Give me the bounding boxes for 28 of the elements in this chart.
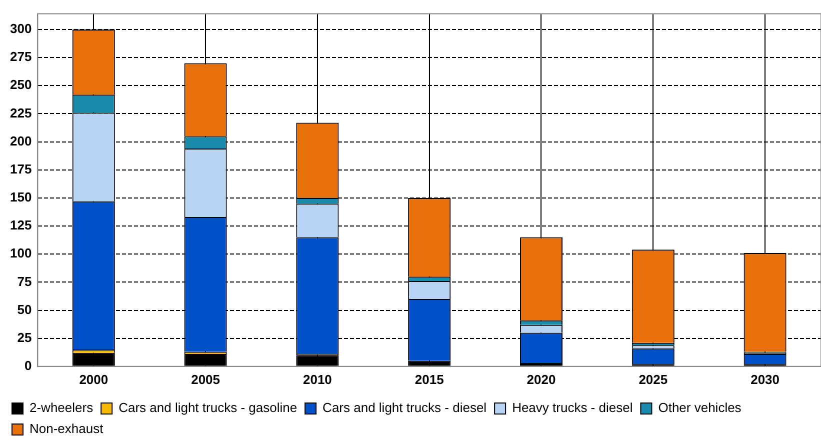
y-tick-label: 300 (10, 21, 32, 36)
y-tick-label: 200 (10, 133, 32, 148)
y-tick-label: 125 (10, 218, 32, 233)
y-tick-label: 0 (24, 358, 32, 373)
y-tick-label: 75 (17, 274, 32, 289)
legend-label: Non-exhaust (30, 421, 104, 436)
x-tick-label: 2030 (750, 372, 780, 387)
legend-label: Other vehicles (658, 400, 742, 416)
y-tick-label: 100 (10, 246, 32, 261)
y-tick-label: 175 (10, 161, 32, 176)
bar (72, 352, 115, 366)
legend-label: Cars and light trucks - diesel (322, 400, 487, 416)
legend-label: Cars and light trucks - gasoline (118, 400, 298, 416)
y-tick-label: 150 (10, 190, 32, 205)
x-tick-label: 2020 (526, 372, 556, 387)
y-tick-label: 25 (17, 330, 32, 345)
x-tick-label: 2015 (414, 372, 444, 387)
y-tick-label: 275 (10, 49, 32, 64)
x-tick-label: 2025 (638, 372, 668, 387)
x-tick-label: 2000 (79, 372, 108, 387)
legend-label: Heavy trucks - diesel (512, 400, 633, 416)
x-tick-label: 2010 (302, 372, 332, 387)
y-tick-label: 50 (17, 302, 32, 317)
bar (184, 354, 227, 366)
legend-label: 2-wheelers (30, 400, 94, 416)
x-tick-label: 2005 (191, 372, 220, 387)
y-tick-label: 250 (10, 77, 32, 92)
y-tick-label: 225 (10, 105, 32, 120)
